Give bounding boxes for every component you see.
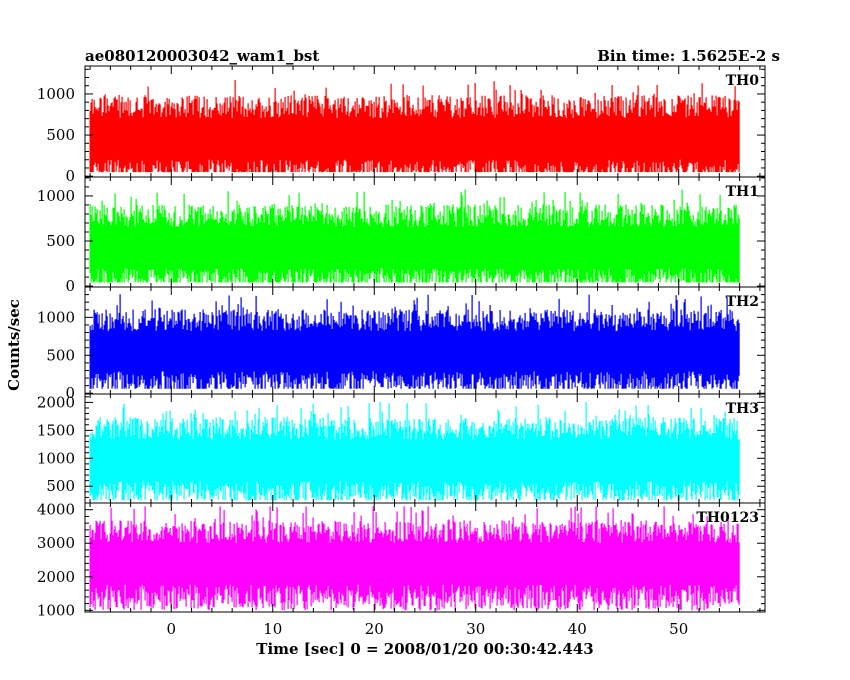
series-trace-th3 (89, 401, 740, 501)
y-axis-label: Counts/sec (5, 299, 23, 391)
y-tick-label: 500 (46, 346, 75, 364)
y-tick-label: 0 (65, 277, 75, 295)
x-tick-label: 20 (365, 620, 384, 638)
panels-group: TH005001000TH105001000TH205001000TH35001… (37, 65, 766, 638)
chart-title: ae080120003042_wam1_bst (85, 47, 319, 65)
x-tick-label: 30 (466, 620, 485, 638)
x-tick-label: 50 (669, 620, 688, 638)
bin-time-label: Bin time: 1.5625E-2 s (597, 47, 780, 65)
panel-label-th0123: TH0123 (696, 510, 759, 526)
y-tick-label: 1000 (37, 449, 75, 467)
x-axis-label: Time [sec] 0 = 2008/01/20 00:30:42.443 (256, 640, 593, 658)
y-tick-label: 500 (46, 477, 75, 495)
series-trace-th1 (89, 189, 740, 283)
y-tick-label: 0 (65, 384, 75, 402)
x-tick-label: 0 (166, 620, 176, 638)
y-tick-label: 0 (65, 167, 75, 185)
y-tick-label: 1500 (37, 421, 75, 439)
y-tick-label: 1000 (37, 187, 75, 205)
y-tick-label: 3000 (37, 534, 75, 552)
x-tick-label: 10 (263, 620, 282, 638)
panel-label-th0: TH0 (726, 73, 760, 89)
panel-label-th3: TH3 (726, 401, 759, 417)
panel-label-th2: TH2 (726, 294, 759, 310)
panel-frame-th0123 (84, 502, 766, 613)
panel-label-th1: TH1 (726, 184, 759, 200)
y-tick-label: 4000 (37, 501, 75, 519)
y-tick-label: 1000 (37, 601, 75, 619)
y-tick-label: 1000 (37, 85, 75, 103)
y-tick-label: 2000 (37, 568, 75, 586)
series-trace-th0 (89, 80, 740, 173)
y-tick-label: 1000 (37, 308, 75, 326)
y-tick-label: 2000 (37, 393, 75, 411)
x-tick-label: 40 (568, 620, 587, 638)
y-tick-label: 500 (46, 232, 75, 250)
series-trace-th2 (89, 294, 740, 389)
y-tick-label: 500 (46, 126, 75, 144)
series-trace-th0123 (89, 506, 740, 611)
